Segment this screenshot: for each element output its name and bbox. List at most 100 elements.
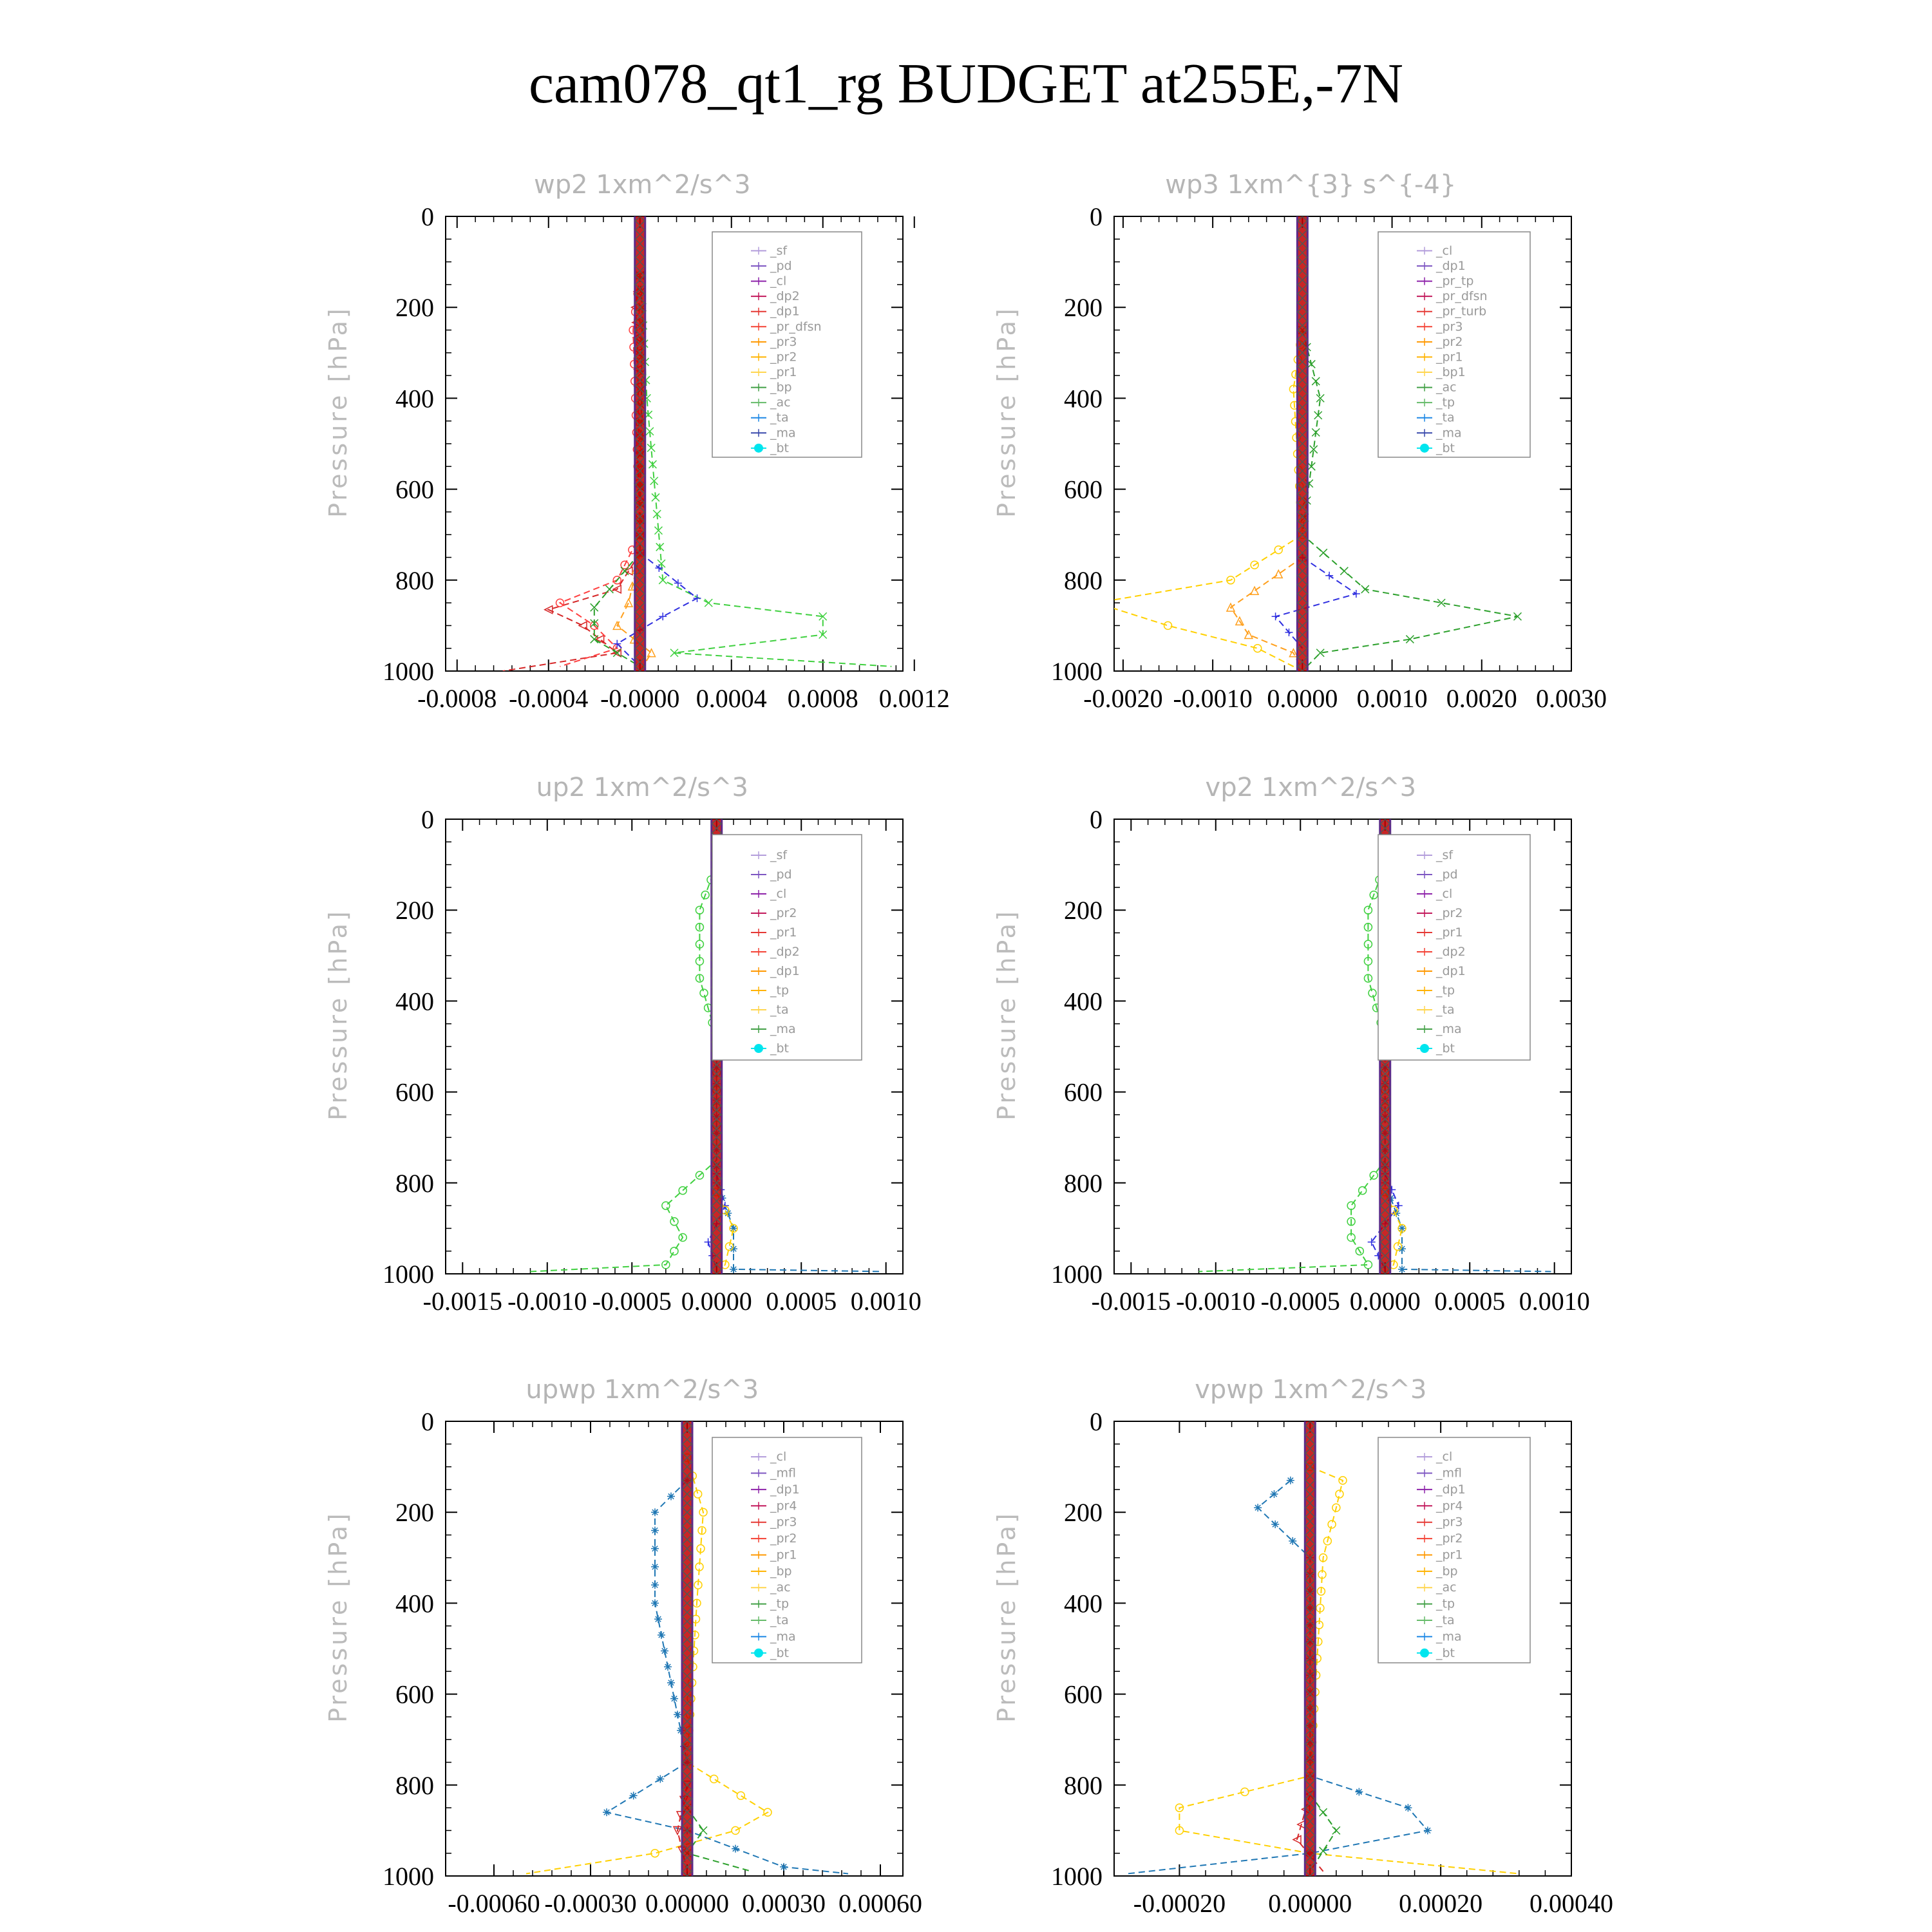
- zero-line-marker: [634, 374, 646, 386]
- legend: _cl _mfl_dp1 _pr4 _pr3_pr2 _pr1 _bp _ac _tp _ta _…: [712, 1437, 862, 1663]
- zero-line-marker: [711, 1213, 723, 1225]
- data-point: [1249, 585, 1260, 596]
- data-point: [1319, 1846, 1328, 1855]
- data-point: [1292, 1835, 1302, 1844]
- zero-line-marker: [1304, 1797, 1316, 1809]
- zero-line-marker: [1304, 1643, 1316, 1654]
- y-axis-label: Pressure [hPa]: [324, 306, 352, 518]
- zero-line-marker: [1296, 411, 1308, 422]
- x-tick-label: 0.0005: [1434, 1287, 1505, 1316]
- zero-line-marker: [711, 1059, 723, 1070]
- zero-line-marker: [711, 1259, 723, 1271]
- legend-marker: [1421, 1485, 1428, 1493]
- legend-marker: [1421, 399, 1428, 407]
- zero-line-marker: [681, 1770, 693, 1782]
- x-tick-label: 0.0005: [766, 1287, 837, 1316]
- zero-line-marker: [1379, 1213, 1391, 1225]
- zero-line-marker: [681, 1679, 693, 1691]
- zero-line-marker: [681, 1779, 693, 1791]
- data-point: [695, 940, 705, 949]
- data-point: [1352, 589, 1360, 598]
- data-point: [1423, 1826, 1432, 1835]
- legend-marker: [1421, 368, 1428, 376]
- data-point: [1250, 560, 1259, 570]
- zero-line-marker: [681, 1852, 693, 1864]
- legend-marker: [755, 1453, 762, 1461]
- data-point: [1325, 571, 1334, 580]
- y-tick-label: 400: [395, 384, 434, 413]
- legend-marker: [1421, 987, 1428, 994]
- zero-line-marker: [1296, 583, 1308, 595]
- zero-line-marker: [1379, 1113, 1391, 1125]
- zero-line-marker: [1304, 1824, 1316, 1836]
- zero-line-marker: [1379, 1159, 1391, 1171]
- data-point: [650, 1848, 659, 1858]
- zero-line-marker: [1304, 1506, 1316, 1518]
- x-tick-label: 0.00000: [645, 1889, 729, 1918]
- data-point: [699, 1826, 708, 1835]
- legend-marker: [755, 413, 762, 422]
- zero-line-marker: [711, 822, 723, 834]
- zero-line-marker: [681, 1734, 693, 1745]
- zero-line-marker: [634, 620, 646, 631]
- zero-line-marker: [1296, 392, 1308, 404]
- zero-line-marker: [634, 383, 646, 395]
- legend-entry: _ma: [1435, 1629, 1462, 1643]
- zero-line-marker: [1379, 1077, 1391, 1089]
- legend-entry: _ma: [770, 426, 796, 440]
- data-point: [1316, 393, 1325, 402]
- zero-line-marker: [711, 1150, 723, 1161]
- zero-line-marker: [711, 1222, 723, 1234]
- legend-entry: _pr3: [770, 1515, 797, 1530]
- zero-line-marker: [681, 1434, 693, 1445]
- data-point: [695, 974, 705, 983]
- series-line: [641, 307, 892, 667]
- zero-line-marker: [1379, 1068, 1391, 1079]
- legend-entry: _pr4: [1435, 1499, 1463, 1513]
- zero-line-marker: [681, 1625, 693, 1636]
- x-tick-label: 0.0010: [1357, 684, 1428, 713]
- legend-marker: [755, 1502, 762, 1510]
- data-point: [661, 1647, 668, 1655]
- x-tick-label: 0.00000: [1268, 1889, 1352, 1918]
- zero-line-marker: [634, 556, 646, 568]
- data-point: [1092, 599, 1100, 607]
- legend-marker: [1421, 353, 1428, 361]
- data-point: [659, 612, 667, 621]
- zero-line-marker: [634, 347, 646, 359]
- y-tick-label: 1000: [383, 1862, 434, 1891]
- data-point: [674, 1710, 681, 1719]
- zero-line-marker: [1296, 256, 1308, 268]
- zero-line-marker: [1304, 1661, 1316, 1672]
- zero-line-marker: [1304, 1443, 1316, 1454]
- zero-line-marker: [634, 547, 646, 558]
- zero-line-marker: [681, 1561, 693, 1573]
- zero-line-marker: [711, 1204, 723, 1216]
- data-point: [1398, 1224, 1406, 1233]
- y-tick-label: 400: [1064, 1589, 1103, 1618]
- legend-entry: _pr4: [770, 1499, 797, 1513]
- zero-line-marker: [634, 574, 646, 586]
- x-tick-label: -0.0005: [592, 1287, 672, 1316]
- zero-line-marker: [1379, 1141, 1391, 1152]
- legend-entry: _bt: [770, 1041, 789, 1056]
- zero-line-marker: [634, 456, 646, 468]
- data-point: [1363, 940, 1373, 949]
- data-point: [1309, 445, 1318, 454]
- zero-line-marker: [711, 1086, 723, 1098]
- data-point: [656, 542, 665, 551]
- data-point: [656, 1775, 665, 1783]
- data-point: [651, 1581, 659, 1589]
- legend-box: [712, 1437, 862, 1663]
- legend-entry: _dp1: [770, 1482, 800, 1497]
- zero-line-marker: [634, 511, 646, 522]
- data-point: [654, 1615, 662, 1624]
- zero-line-marker: [634, 592, 646, 604]
- zero-line-marker: [1296, 493, 1308, 504]
- panel-title: wp3 1xm^{3} s^{-4}: [1165, 170, 1456, 200]
- zero-line-marker: [634, 310, 646, 322]
- legend-marker: [1421, 1584, 1428, 1592]
- legend-marker: [1420, 1044, 1429, 1053]
- legend-marker: [754, 443, 763, 453]
